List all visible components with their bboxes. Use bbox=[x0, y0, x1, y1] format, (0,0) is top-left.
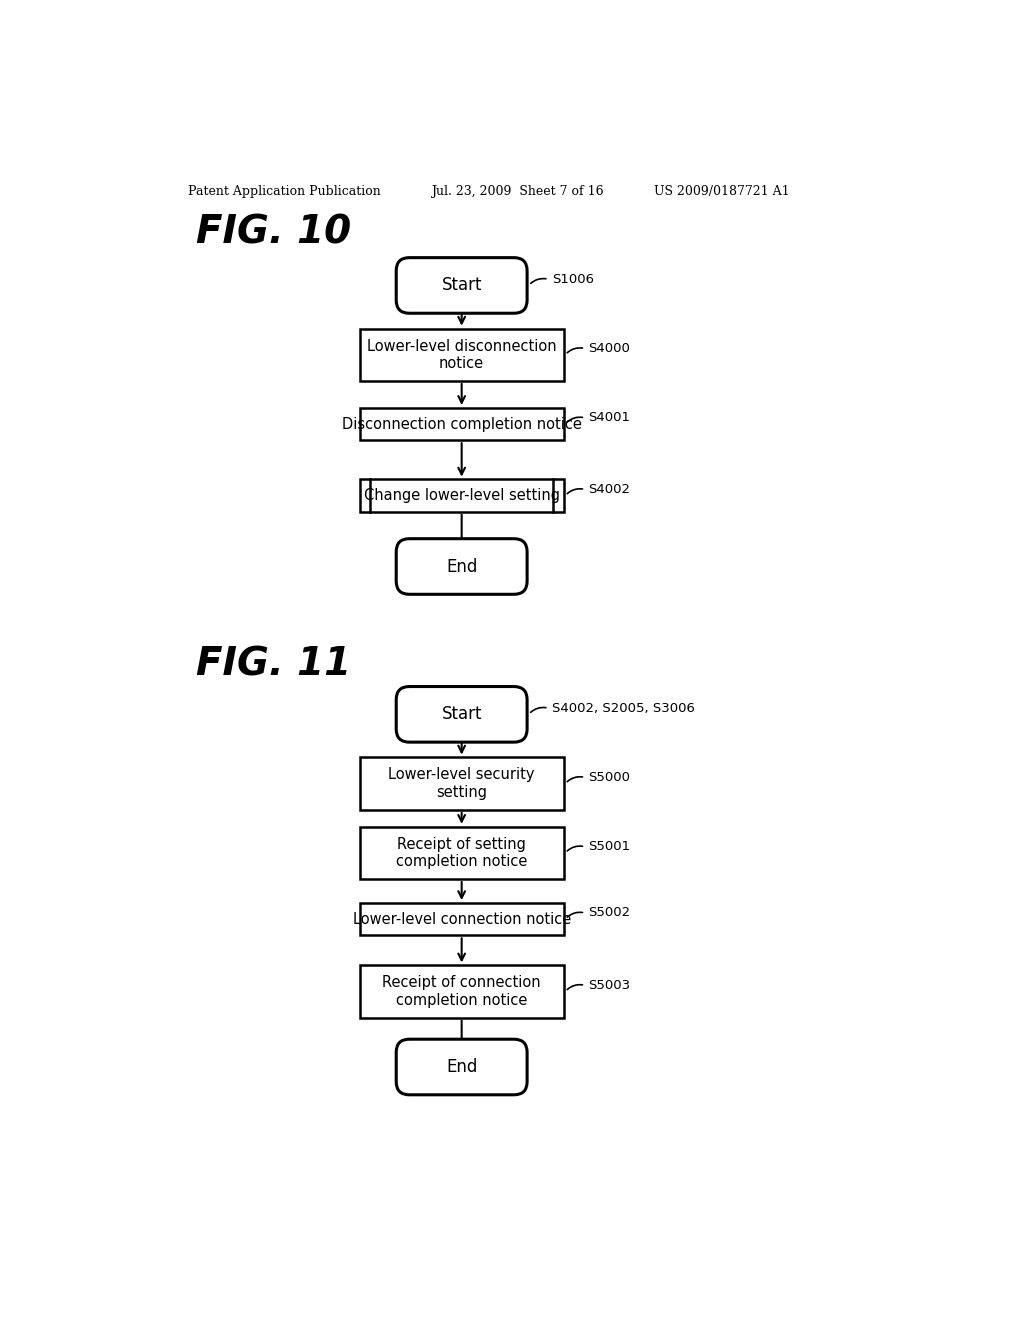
Bar bbox=[359, 479, 563, 512]
Text: S5002: S5002 bbox=[589, 907, 631, 920]
FancyBboxPatch shape bbox=[396, 686, 527, 742]
Text: Start: Start bbox=[441, 276, 482, 294]
Text: Start: Start bbox=[441, 705, 482, 723]
Bar bbox=[359, 329, 563, 381]
Text: S5001: S5001 bbox=[589, 841, 631, 853]
Text: Change lower-level setting: Change lower-level setting bbox=[364, 488, 560, 503]
Bar bbox=[359, 826, 563, 879]
Text: S4000: S4000 bbox=[589, 342, 630, 355]
Bar bbox=[359, 408, 563, 441]
Text: End: End bbox=[446, 1059, 477, 1076]
FancyBboxPatch shape bbox=[396, 257, 527, 313]
Text: S4002, S2005, S3006: S4002, S2005, S3006 bbox=[552, 702, 694, 714]
FancyBboxPatch shape bbox=[396, 539, 527, 594]
Text: FIG. 11: FIG. 11 bbox=[196, 645, 351, 682]
Bar bbox=[359, 758, 563, 810]
Bar bbox=[359, 965, 563, 1018]
Text: S4001: S4001 bbox=[589, 412, 631, 425]
Text: S4002: S4002 bbox=[589, 483, 631, 496]
Text: End: End bbox=[446, 557, 477, 576]
Text: Lower-level security
setting: Lower-level security setting bbox=[388, 767, 535, 800]
Text: Lower-level connection notice: Lower-level connection notice bbox=[352, 912, 570, 927]
Text: Receipt of connection
completion notice: Receipt of connection completion notice bbox=[382, 975, 541, 1007]
Text: Patent Application Publication: Patent Application Publication bbox=[188, 185, 381, 198]
Text: Lower-level disconnection
notice: Lower-level disconnection notice bbox=[367, 338, 556, 371]
Text: S1006: S1006 bbox=[552, 273, 594, 286]
Text: FIG. 10: FIG. 10 bbox=[196, 214, 351, 252]
Text: S5003: S5003 bbox=[589, 979, 631, 991]
Bar bbox=[359, 903, 563, 936]
Text: Disconnection completion notice: Disconnection completion notice bbox=[342, 417, 582, 432]
FancyBboxPatch shape bbox=[396, 1039, 527, 1094]
Text: S5000: S5000 bbox=[589, 771, 631, 784]
Text: US 2009/0187721 A1: US 2009/0187721 A1 bbox=[654, 185, 790, 198]
Text: Jul. 23, 2009  Sheet 7 of 16: Jul. 23, 2009 Sheet 7 of 16 bbox=[431, 185, 603, 198]
Text: Receipt of setting
completion notice: Receipt of setting completion notice bbox=[396, 837, 527, 869]
